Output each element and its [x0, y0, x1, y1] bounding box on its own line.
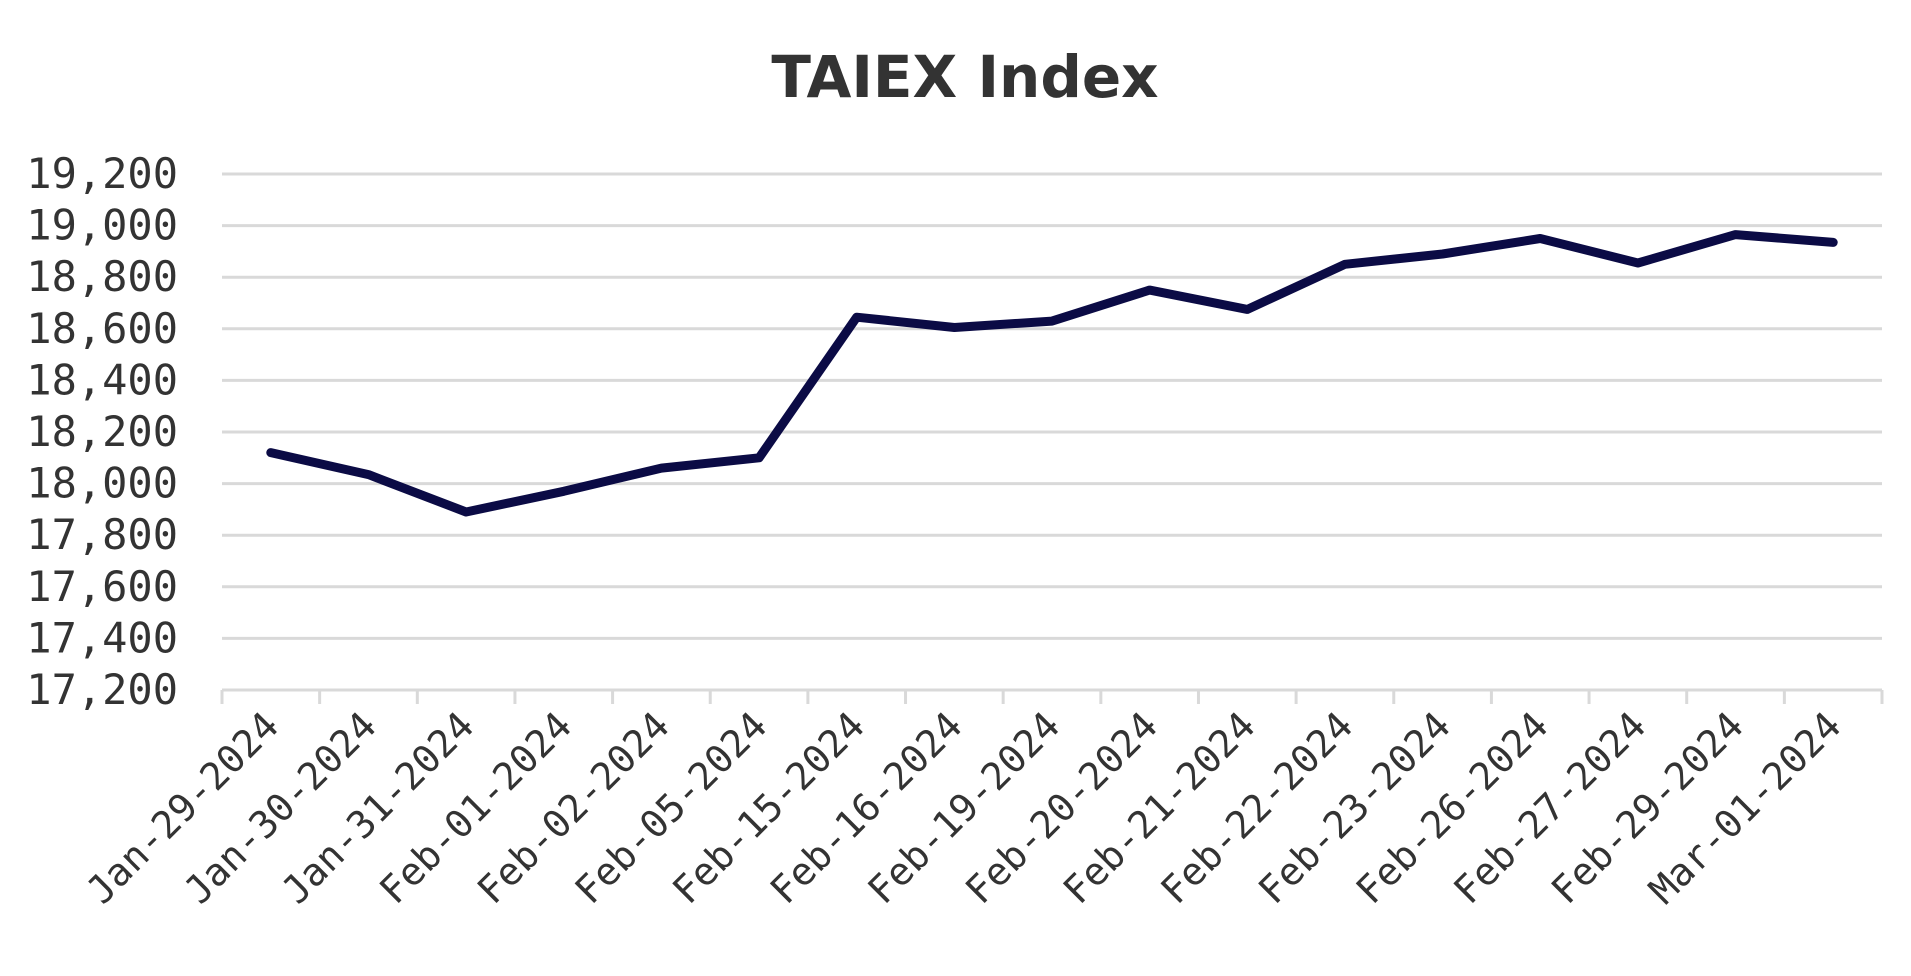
x-axis-tick-labels: Jan-29-2024Jan-30-2024Jan-31-2024Feb-01-… — [78, 703, 1849, 912]
y-tick-label: 18,600 — [26, 304, 178, 353]
series-line — [266, 230, 1838, 517]
y-tick-label: 17,200 — [26, 665, 178, 714]
y-tick-label: 19,200 — [26, 149, 178, 198]
y-axis-tick-labels: 17,20017,40017,60017,80018,00018,20018,4… — [26, 149, 178, 714]
series-lines — [266, 230, 1838, 517]
y-tick-label: 18,800 — [26, 252, 178, 301]
y-tick-label: 17,600 — [26, 562, 178, 611]
x-axis — [220, 688, 1884, 704]
y-tick-label: 18,000 — [26, 459, 178, 508]
y-tick-label: 17,800 — [26, 510, 178, 559]
chart-title: TAIEX Index — [771, 43, 1158, 111]
y-tick-label: 18,200 — [26, 407, 178, 456]
y-tick-label: 18,400 — [26, 355, 178, 404]
gridlines — [222, 172, 1882, 640]
y-tick-label: 19,000 — [26, 201, 178, 250]
y-tick-label: 17,400 — [26, 613, 178, 662]
